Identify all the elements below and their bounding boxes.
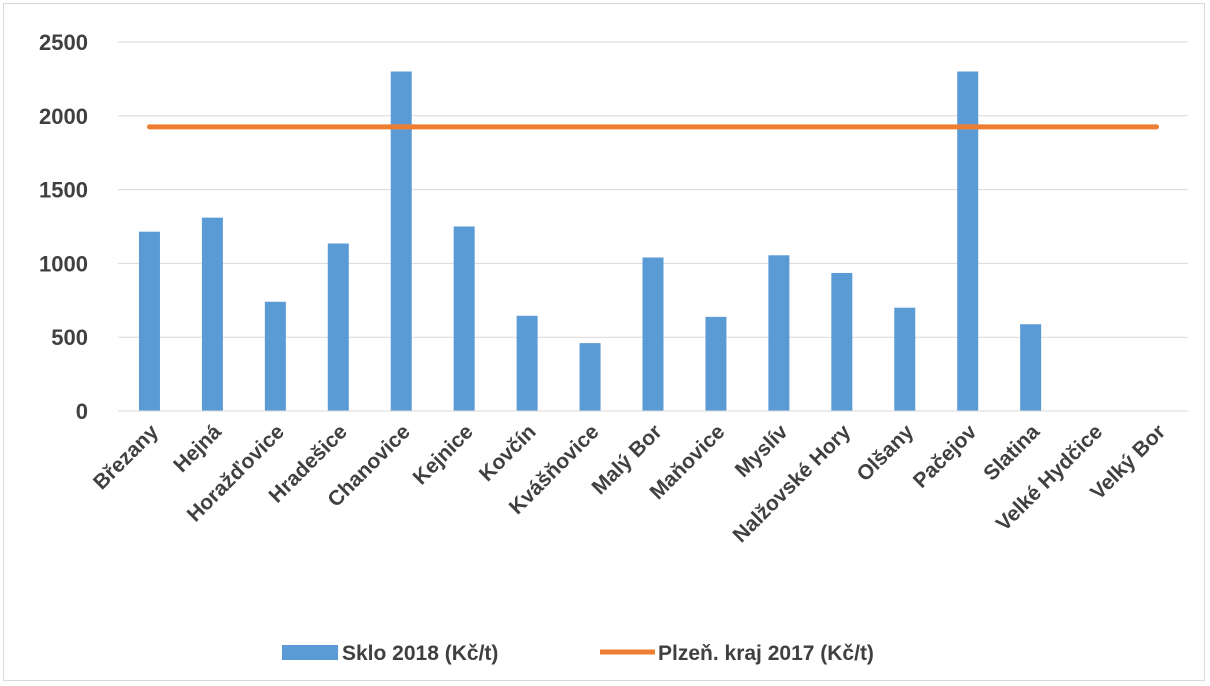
bar-12	[831, 272, 853, 411]
x-category-label: Hejná	[169, 420, 226, 477]
x-category-label: Myslív	[731, 420, 793, 482]
y-tick-label: 1000	[39, 251, 88, 276]
bar-3	[264, 301, 286, 411]
y-tick-label: 500	[51, 325, 88, 350]
legend-label-bar: Sklo 2018 (Kč/t)	[342, 642, 498, 665]
x-category-label: Kejnice	[409, 420, 478, 489]
bar-2	[201, 217, 223, 411]
x-axis-category-labels: Březany HejnáHoražďoviceHradešiceChanovic…	[89, 420, 1170, 547]
bar-5	[390, 71, 412, 412]
bar-4	[327, 243, 349, 411]
bar-15	[1020, 324, 1042, 411]
y-tick-label: 0	[76, 399, 88, 424]
bar-13	[894, 307, 916, 411]
legend: Sklo 2018 (Kč/t) Plzeň. kraj 2017 (Kč/t)	[282, 642, 874, 665]
bar-1	[138, 231, 160, 411]
legend-swatch-bar	[282, 645, 338, 660]
y-axis-tick-labels: 0 500 1000 1500 2000 2500	[39, 30, 88, 424]
bar-14	[957, 71, 979, 412]
bar-10	[705, 316, 727, 411]
bar-7	[516, 315, 538, 411]
y-tick-label: 2500	[39, 30, 88, 55]
legend-label-line: Plzeň. kraj 2017 (Kč/t)	[658, 642, 874, 665]
y-tick-label: 2000	[39, 104, 88, 129]
bar-11	[768, 255, 790, 411]
bar-6	[453, 226, 475, 411]
y-tick-label: 1500	[39, 178, 88, 203]
bar-series	[138, 71, 1042, 412]
x-category-label: Pačejov	[909, 420, 982, 493]
bar-9	[642, 257, 664, 411]
x-category-label: Velké Hydčice	[992, 420, 1107, 535]
x-category-label: Nalžovské Hory	[728, 420, 855, 547]
x-category-label: Březany	[89, 420, 163, 494]
bar-8	[579, 343, 601, 411]
